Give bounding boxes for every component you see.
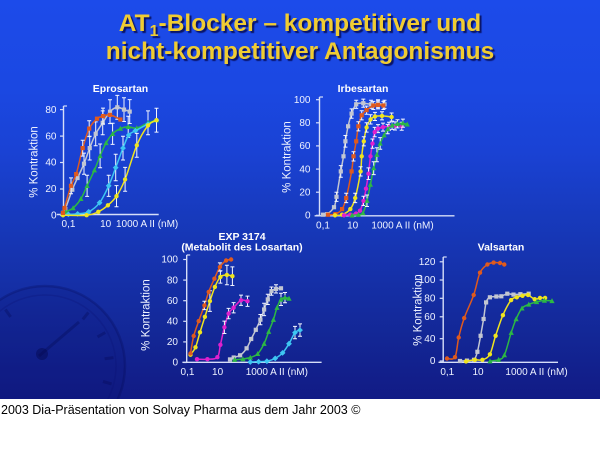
svg-text:EXP 3174: EXP 3174 <box>218 231 265 243</box>
svg-text:1000 A II (nM): 1000 A II (nM) <box>371 220 433 231</box>
svg-text:Eprosartan: Eprosartan <box>93 83 148 95</box>
svg-text:100: 100 <box>294 95 311 106</box>
svg-text:0: 0 <box>172 358 178 369</box>
svg-text:10: 10 <box>212 367 224 378</box>
svg-text:40: 40 <box>45 158 57 169</box>
svg-text:0,1: 0,1 <box>62 219 76 230</box>
svg-text:60: 60 <box>424 312 436 323</box>
svg-text:20: 20 <box>167 337 179 348</box>
svg-text:0,1: 0,1 <box>316 220 330 231</box>
svg-text:60: 60 <box>299 141 311 152</box>
svg-text:80: 80 <box>299 118 311 129</box>
svg-text:Valsartan: Valsartan <box>478 242 525 254</box>
svg-text:40: 40 <box>167 317 179 328</box>
svg-text:1000 A II (nM): 1000 A II (nM) <box>246 367 308 378</box>
svg-text:80: 80 <box>167 275 179 286</box>
svg-text:1000 A II (nM): 1000 A II (nM) <box>505 367 567 378</box>
svg-text:20: 20 <box>45 184 57 195</box>
svg-text:60: 60 <box>167 296 179 307</box>
svg-text:0: 0 <box>305 211 311 222</box>
svg-text:1000 A II (nM): 1000 A II (nM) <box>116 219 178 230</box>
svg-text:60: 60 <box>45 131 57 142</box>
svg-text:% Kontraktion: % Kontraktion <box>29 126 41 198</box>
svg-text:100: 100 <box>161 255 178 266</box>
svg-text:% Kontraktion: % Kontraktion <box>413 274 425 346</box>
svg-text:0: 0 <box>430 356 436 367</box>
svg-text:100: 100 <box>419 275 436 286</box>
svg-text:0,1: 0,1 <box>440 367 454 378</box>
svg-text:80: 80 <box>45 105 57 116</box>
svg-text:0: 0 <box>51 211 57 222</box>
svg-text:10: 10 <box>100 219 112 230</box>
svg-text:Irbesartan: Irbesartan <box>338 83 389 95</box>
svg-text:40: 40 <box>424 334 436 345</box>
svg-text:40: 40 <box>299 164 311 175</box>
svg-text:(Metabolit des Losartan): (Metabolit des Losartan) <box>181 242 302 254</box>
svg-text:10: 10 <box>347 220 359 231</box>
svg-text:120: 120 <box>419 257 436 268</box>
svg-text:80: 80 <box>424 294 436 305</box>
svg-text:% Kontraktion: % Kontraktion <box>282 121 294 193</box>
svg-text:20: 20 <box>299 187 311 198</box>
svg-text:0,1: 0,1 <box>181 367 195 378</box>
svg-text:% Kontraktion: % Kontraktion <box>141 279 153 351</box>
svg-text:10: 10 <box>472 367 484 378</box>
